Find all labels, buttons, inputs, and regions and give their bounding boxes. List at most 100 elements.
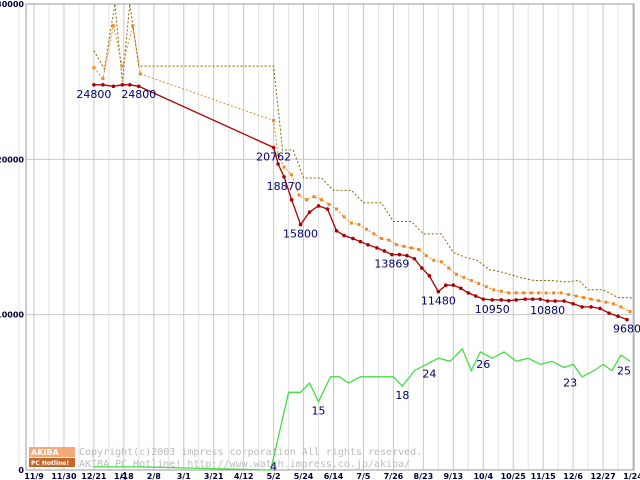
point-min — [137, 84, 141, 89]
x-tick-label: 3/21 — [204, 472, 224, 480]
point-avg — [537, 291, 541, 295]
point-avg — [297, 193, 301, 197]
point-avg — [290, 173, 294, 177]
point-min — [427, 274, 432, 278]
point-min — [307, 210, 312, 214]
point-avg — [492, 288, 496, 292]
point-min — [351, 236, 355, 241]
data-label: 24 — [422, 367, 436, 380]
point-avg — [559, 291, 563, 295]
x-tick-label: 11/30 — [51, 472, 77, 480]
point-min — [499, 298, 504, 302]
point-min — [382, 249, 387, 253]
point-min — [571, 301, 575, 306]
point-avg — [320, 198, 324, 202]
data-label: 18870 — [267, 180, 302, 193]
point-avg — [514, 291, 518, 295]
point-avg — [597, 299, 601, 303]
data-label: 25 — [617, 364, 631, 377]
point-avg — [138, 72, 142, 76]
y-tick-label: 10000 — [0, 311, 24, 320]
point-min — [101, 82, 105, 87]
x-tick-label: 1/24 — [623, 472, 640, 480]
point-min — [111, 84, 116, 89]
data-label: 15 — [312, 405, 326, 418]
point-min — [298, 222, 303, 227]
point-avg — [111, 24, 115, 28]
point-min — [316, 204, 321, 208]
point-avg — [409, 246, 413, 250]
x-tick-label: 9/13 — [443, 472, 463, 480]
point-avg — [342, 215, 346, 219]
series-line-avg — [93, 25, 631, 313]
x-tick-label: 10/25 — [501, 472, 527, 480]
data-label: 24800 — [121, 88, 156, 101]
point-min — [92, 82, 96, 87]
x-tick-label: 1/18 — [114, 472, 134, 480]
point-min — [128, 82, 132, 87]
point-avg — [131, 24, 135, 28]
point-min — [580, 305, 584, 309]
point-avg — [394, 243, 398, 247]
point-avg — [335, 207, 339, 211]
point-avg — [462, 275, 466, 279]
data-label: 18 — [395, 389, 409, 402]
point-min — [598, 306, 602, 311]
data-label: 10950 — [475, 303, 510, 316]
data-label: 15800 — [283, 228, 318, 241]
logo-top-box — [29, 447, 75, 457]
data-label: 13869 — [374, 258, 409, 271]
point-min — [466, 291, 471, 295]
point-avg — [372, 232, 376, 236]
data-label: 4 — [270, 461, 277, 474]
point-avg — [417, 247, 421, 251]
point-avg — [628, 310, 632, 314]
point-min — [436, 289, 441, 294]
logo: AKIBA PC Hotline! — [29, 447, 75, 467]
point-avg — [424, 254, 428, 258]
grid — [18, 3, 635, 471]
y-tick-label: 30000 — [0, 0, 24, 9]
data-labels: 24800 24800 20762 18870 15800 13869 11480 10950… — [76, 88, 640, 480]
point-min — [120, 82, 125, 87]
x-tick-label: 3/1 — [177, 472, 191, 480]
point-avg — [305, 198, 309, 202]
point-avg — [574, 294, 578, 298]
point-avg — [364, 227, 368, 231]
point-avg — [276, 153, 280, 157]
point-min — [481, 297, 486, 301]
point-avg — [402, 244, 406, 248]
copyright-line-1: Copyright(c)2003 impress corporation All… — [79, 447, 422, 458]
point-avg — [544, 291, 548, 295]
point-min — [412, 256, 417, 261]
point-min — [397, 252, 402, 257]
x-tick-label: 12/27 — [590, 472, 615, 480]
point-min — [358, 239, 363, 244]
point-avg — [469, 278, 473, 282]
point-min — [282, 175, 286, 179]
data-label: 9680 — [613, 323, 640, 336]
point-min — [514, 298, 519, 302]
point-avg — [619, 305, 623, 309]
point-min — [607, 311, 611, 315]
series-line-min — [93, 84, 628, 321]
plot-border — [25, 3, 635, 471]
point-min — [553, 299, 557, 303]
data-label: 26 — [476, 358, 490, 371]
x-tick-label: 6/14 — [324, 472, 344, 480]
point-min — [405, 253, 409, 258]
point-min — [490, 298, 495, 302]
x-tick-label: 12/21 — [81, 472, 107, 480]
point-min — [523, 297, 527, 301]
x-tick-label: 11/9 — [24, 472, 44, 480]
point-avg — [379, 237, 383, 241]
point-avg — [447, 266, 451, 270]
series — [92, 3, 634, 471]
point-avg — [432, 258, 436, 262]
point-min — [444, 283, 448, 287]
point-avg — [612, 302, 616, 306]
